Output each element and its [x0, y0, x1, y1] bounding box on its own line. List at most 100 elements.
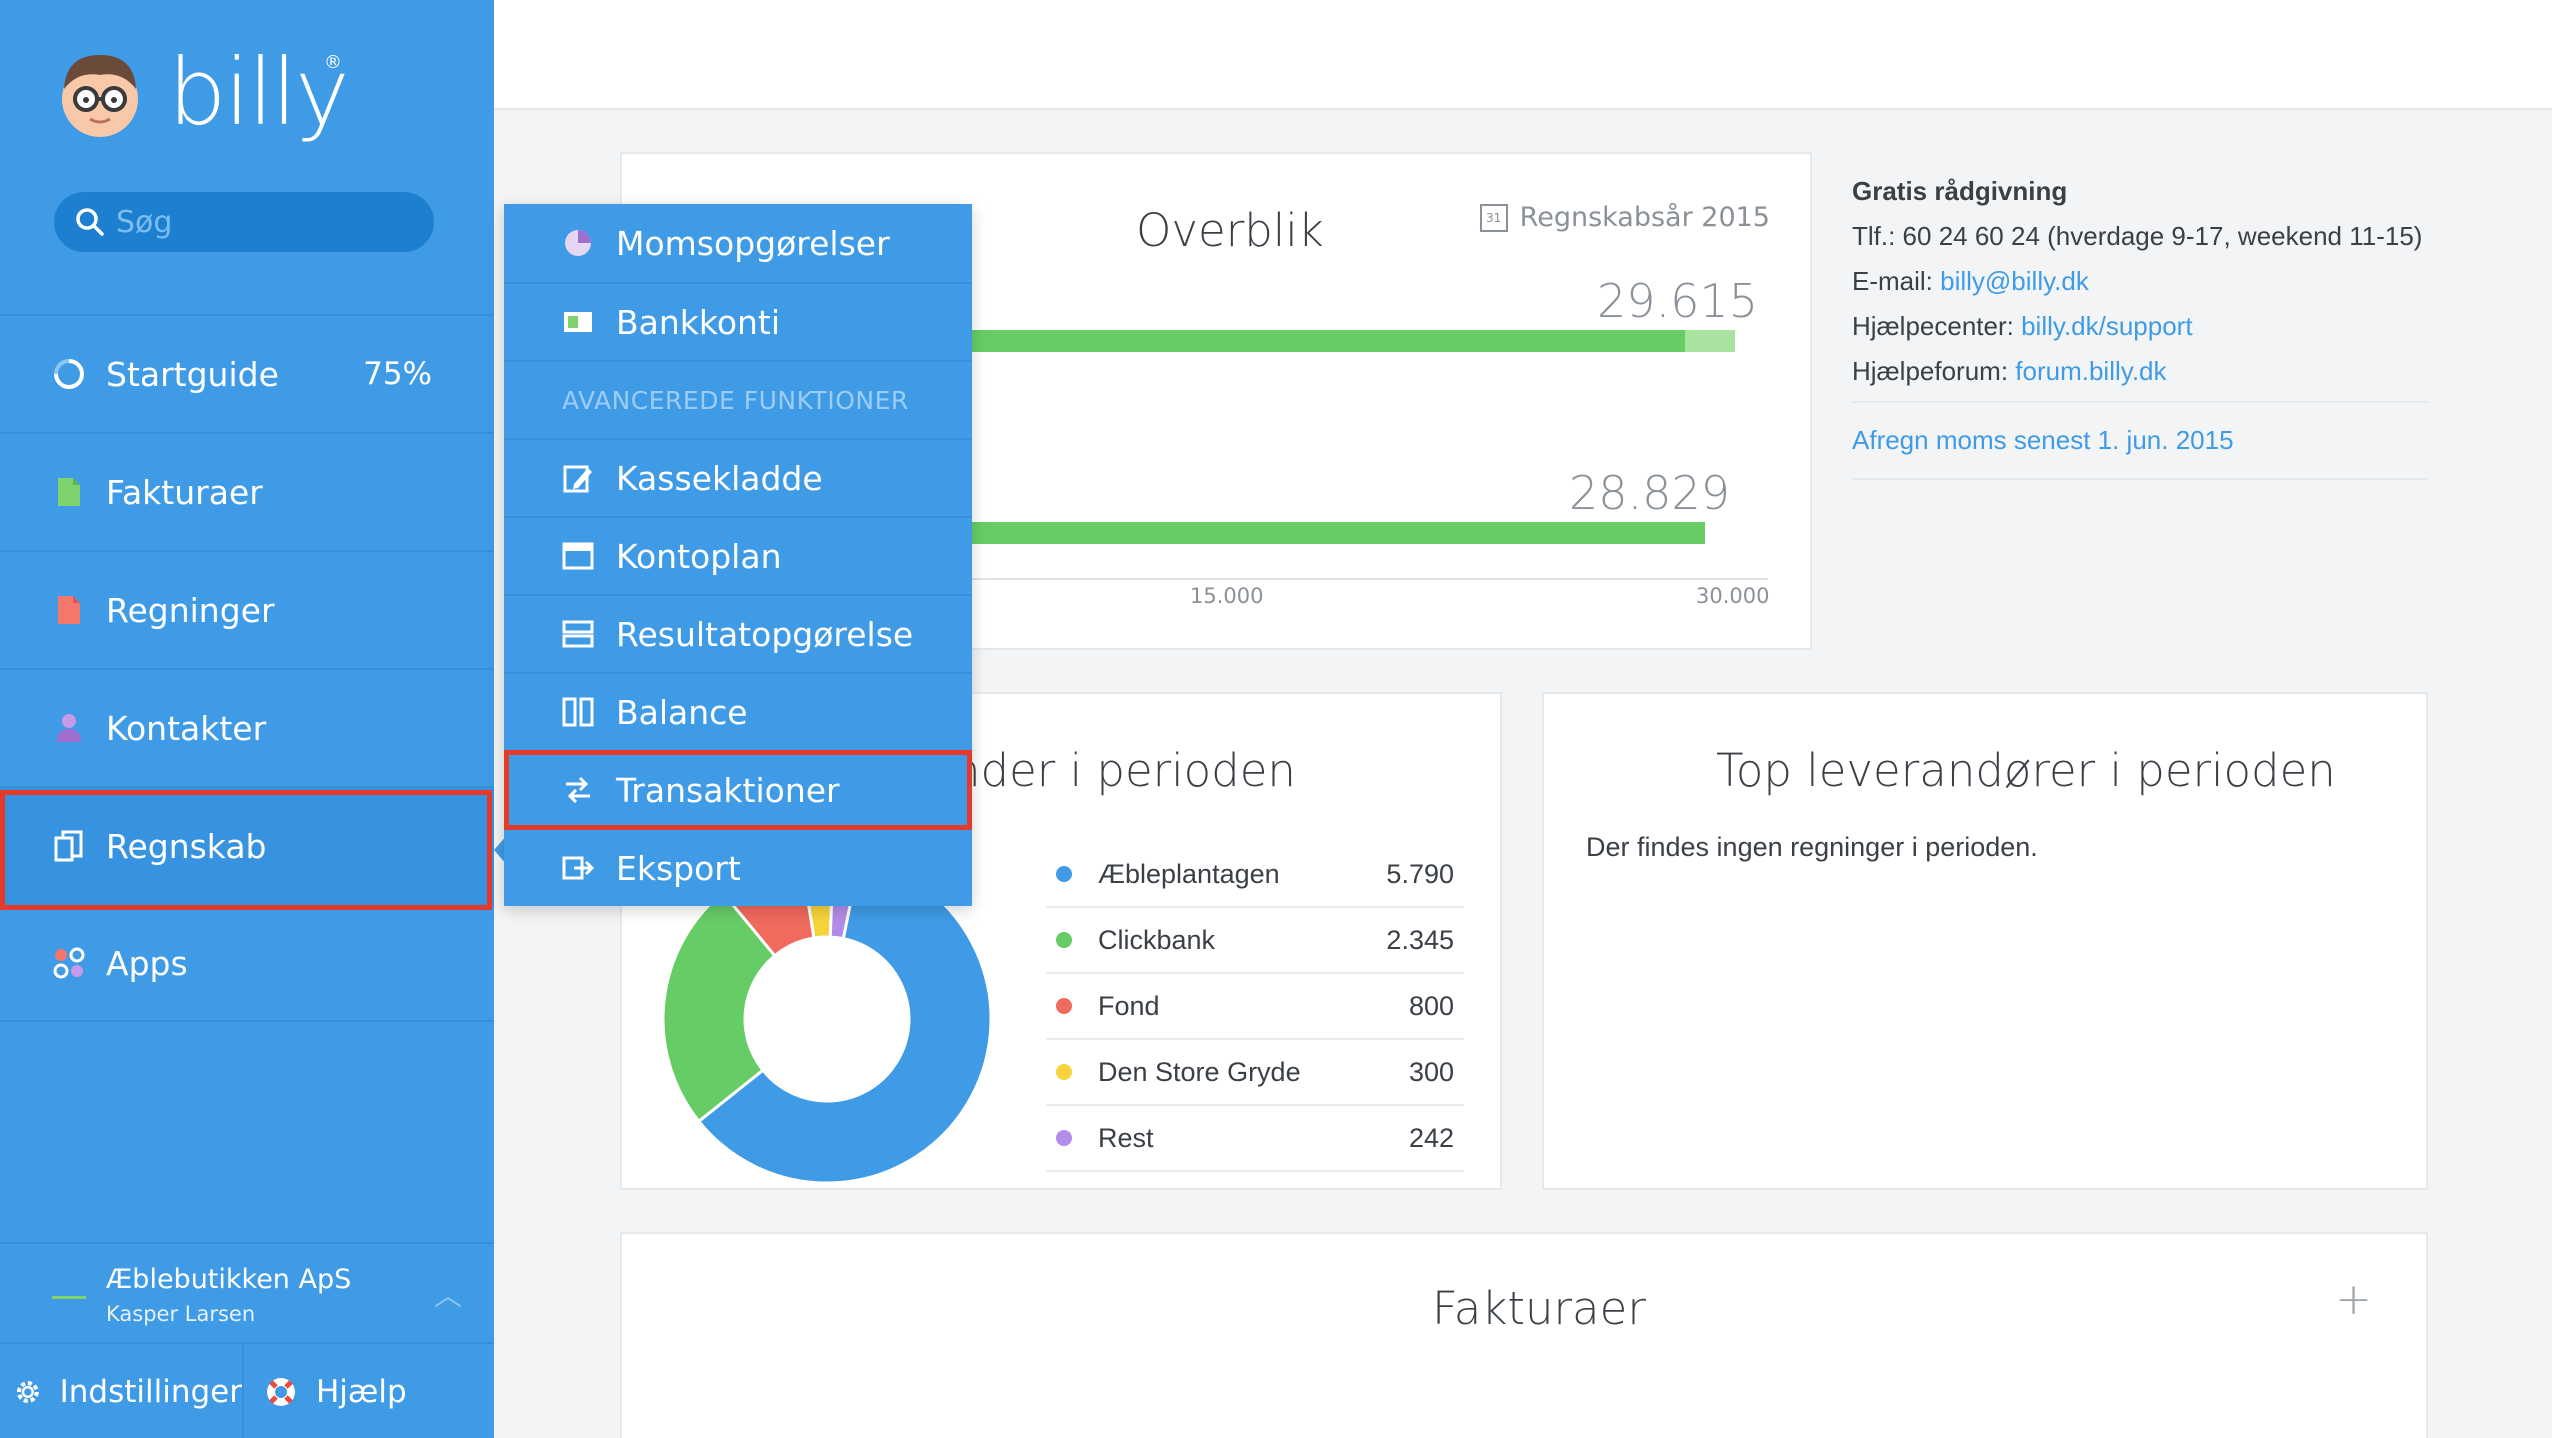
legend-name: Clickbank — [1098, 924, 1216, 955]
legend-row: Clickbank 2.345 — [1046, 908, 1464, 974]
topbar — [494, 0, 2552, 110]
company-switcher[interactable]: Æblebutikken ApS Kasper Larsen ︿ — [0, 1242, 494, 1342]
info-forum-row: Hjælpeforum: forum.billy.dk — [1852, 356, 2427, 387]
forum-link[interactable]: forum.billy.dk — [2015, 356, 2167, 386]
nav-apps[interactable]: Apps — [0, 904, 494, 1022]
logo[interactable]: billy ® — [52, 38, 350, 148]
contact-icon — [52, 711, 86, 745]
settings-button[interactable]: Indstillinger — [0, 1344, 244, 1438]
info-email-label: E-mail: — [1852, 266, 1941, 296]
menu-label: Kontoplan — [616, 536, 782, 576]
menu-label: Momsopgørelser — [616, 223, 890, 263]
user-name: Kasper Larsen — [106, 1302, 256, 1326]
nav-label: Kontakter — [106, 708, 267, 748]
search-box[interactable] — [54, 192, 434, 252]
legend-value: 5.790 — [1386, 858, 1454, 889]
legend-dot — [1056, 998, 1072, 1014]
info-email-row: E-mail: billy@billy.dk — [1852, 266, 2427, 297]
info-helpcenter-label: Hjælpecenter: — [1852, 311, 2022, 341]
customers-title: nder i perioden — [952, 744, 1296, 797]
info-forum-label: Hjælpeforum: — [1852, 356, 2016, 386]
legend-row: Fond 800 — [1046, 974, 1464, 1040]
progress-ring-icon — [52, 357, 86, 391]
menu-item-resultatopgorelse[interactable]: Resultatopgørelse — [504, 594, 972, 672]
search-input[interactable] — [116, 204, 416, 240]
invoices-card: Fakturaer + — [620, 1232, 2428, 1438]
divider — [1852, 478, 2427, 480]
overview-value-1: 29.615 — [1597, 274, 1758, 328]
fiscal-year-label: Regnskabsår 2015 — [1519, 202, 1770, 233]
nav-label: Fakturaer — [106, 472, 263, 512]
menu-item-balance[interactable]: Balance — [504, 672, 972, 750]
menu-item-kassekladde[interactable]: Kassekladde — [504, 438, 972, 516]
suppliers-title: Top leverandører i perioden — [1716, 744, 2336, 797]
nav-label: Regnskab — [106, 826, 267, 866]
info-title: Gratis rådgivning — [1852, 176, 2068, 206]
legend-name: Rest — [1098, 1122, 1154, 1153]
balance-icon — [562, 697, 594, 727]
nav-startguide[interactable]: Startguide 75% — [0, 314, 494, 432]
edit-icon — [563, 465, 592, 493]
nav-label: Regninger — [106, 590, 275, 630]
overview-value-2: 28.829 — [1569, 466, 1730, 520]
helpcenter-link[interactable]: billy.dk/support — [2021, 311, 2193, 341]
company-indicator — [52, 1296, 86, 1299]
nav-regninger[interactable]: Regninger — [0, 550, 494, 668]
settings-label: Indstillinger — [59, 1374, 242, 1410]
nav-kontakter[interactable]: Kontakter — [0, 668, 494, 786]
menu-label: Balance — [616, 692, 748, 732]
nav-label: Apps — [106, 943, 188, 983]
info-phone: Tlf.: 60 24 60 24 (hverdage 9-17, weeken… — [1852, 221, 2423, 251]
legend-dot — [1056, 1064, 1072, 1080]
info-panel: Gratis rådgivning Tlf.: 60 24 60 24 (hve… — [1852, 176, 2427, 488]
legend-value: 800 — [1408, 990, 1454, 1021]
menu-label: Eksport — [616, 848, 741, 888]
suppliers-empty-text: Der findes ingen regninger i perioden. — [1586, 832, 2038, 862]
legend-value: 2.345 — [1386, 924, 1454, 955]
invoices-title: Fakturaer — [1432, 1282, 1646, 1335]
overview-bar-1-remainder — [1684, 330, 1735, 352]
legend-value: 300 — [1408, 1056, 1454, 1087]
gear-icon — [16, 1381, 39, 1403]
fiscal-year-selector[interactable]: 31 Regnskabsår 2015 — [1479, 202, 1770, 233]
billy-face-icon — [62, 55, 138, 137]
menu-item-eksport[interactable]: Eksport — [504, 828, 972, 906]
add-invoice-button[interactable]: + — [2335, 1274, 2372, 1325]
vat-deadline-link[interactable]: Afregn moms senest 1. jun. 2015 — [1852, 425, 2234, 455]
legend-name: Den Store Gryde — [1098, 1056, 1301, 1087]
startguide-progress: 75% — [363, 356, 432, 392]
top-suppliers-card: Top leverandører i perioden Der findes i… — [1542, 692, 2428, 1190]
invoice-icon — [52, 475, 86, 509]
overview-title: Overblik — [1136, 204, 1324, 257]
export-icon — [562, 856, 594, 880]
lifebuoy-icon — [267, 1378, 295, 1406]
brand-name: billy — [168, 39, 350, 146]
legend-name: Æbleplantagen — [1098, 858, 1280, 889]
legend-dot — [1056, 932, 1072, 948]
menu-item-kontoplan[interactable]: Kontoplan — [504, 516, 972, 594]
axis-tick: 15.000 — [1190, 584, 1264, 608]
legend-dot — [1056, 866, 1072, 882]
legend-row: Rest 242 — [1046, 1106, 1464, 1172]
menu-item-momsopgorelser[interactable]: Momsopgørelser — [504, 204, 972, 282]
menu-item-transaktioner[interactable]: Transaktioner — [504, 750, 972, 828]
help-label: Hjælp — [316, 1374, 407, 1410]
nav-fakturaer[interactable]: Fakturaer — [0, 432, 494, 550]
bill-icon — [52, 593, 86, 627]
menu-label: Transaktioner — [616, 770, 840, 810]
overview-axis — [622, 578, 1768, 580]
chevron-up-icon: ︿ — [434, 1279, 463, 1312]
search-icon — [76, 208, 104, 236]
chart-of-accounts-icon — [562, 542, 594, 570]
legend-value: 242 — [1408, 1122, 1454, 1153]
menu-item-bankkonti[interactable]: Bankkonti — [504, 282, 972, 360]
income-statement-icon — [562, 620, 594, 648]
axis-tick: 30.000 — [1696, 584, 1770, 608]
section-header-label: AVANCEREDE FUNKTIONER — [562, 385, 909, 415]
help-button[interactable]: Hjælp — [244, 1344, 407, 1438]
legend-row: Æbleplantagen 5.790 — [1046, 842, 1464, 908]
email-link[interactable]: billy@billy.dk — [1940, 266, 2089, 296]
company-name: Æblebutikken ApS — [106, 1264, 352, 1295]
pie-chart-icon — [565, 230, 591, 256]
nav-regnskab[interactable]: Regnskab — [0, 786, 494, 904]
